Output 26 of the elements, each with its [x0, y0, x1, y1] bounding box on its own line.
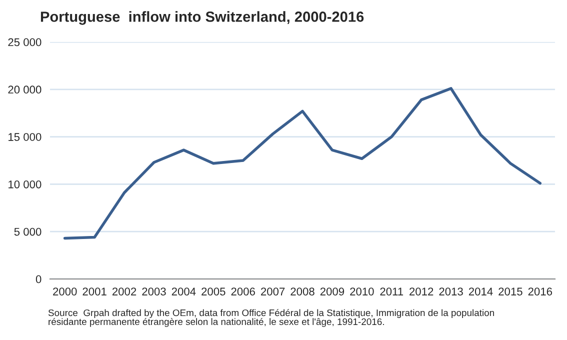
- x-tick-label: 2011: [380, 288, 404, 296]
- y-tick-label: 15 000: [8, 133, 42, 141]
- y-tick-label: 0: [36, 275, 42, 284]
- source-note: Source Grpah drafted by the OEm, data from Office Fédéral de la Statistique, Immigration de la population résidante permanente étrangère selon la nationalité, le sexe et l'âge, 1991-2016.: [48, 309, 494, 327]
- x-tick-label: 2014: [468, 288, 493, 296]
- x-tick-label: 2013: [439, 288, 463, 296]
- x-tick-label: 2016: [528, 288, 552, 296]
- x-tick-label: 2010: [350, 288, 374, 296]
- line-series: [63, 87, 542, 240]
- x-tick-label: 2006: [231, 288, 255, 296]
- x-tick-label: 2003: [142, 288, 166, 296]
- x-tick-label: 2008: [290, 288, 314, 296]
- chart-title: Portuguese inflow into Switzerland, 2000-2016: [40, 11, 364, 25]
- x-tick-label: 2004: [172, 288, 196, 296]
- x-tick-label: 2015: [498, 288, 522, 296]
- y-tick-label: 25 000: [8, 38, 42, 46]
- x-tick-label: 2000: [53, 288, 77, 296]
- y-tick-label: 5 000: [14, 228, 42, 236]
- y-tick-label: 10 000: [8, 180, 42, 188]
- x-tick-label: 2001: [82, 288, 106, 296]
- x-tick-label: 2002: [112, 288, 136, 296]
- x-tick-label: 2009: [320, 288, 344, 296]
- x-tick-label: 2012: [410, 288, 434, 296]
- x-tick-label: 2007: [260, 288, 285, 296]
- x-tick-label: 2005: [202, 288, 226, 296]
- y-tick-label: 20 000: [8, 86, 42, 94]
